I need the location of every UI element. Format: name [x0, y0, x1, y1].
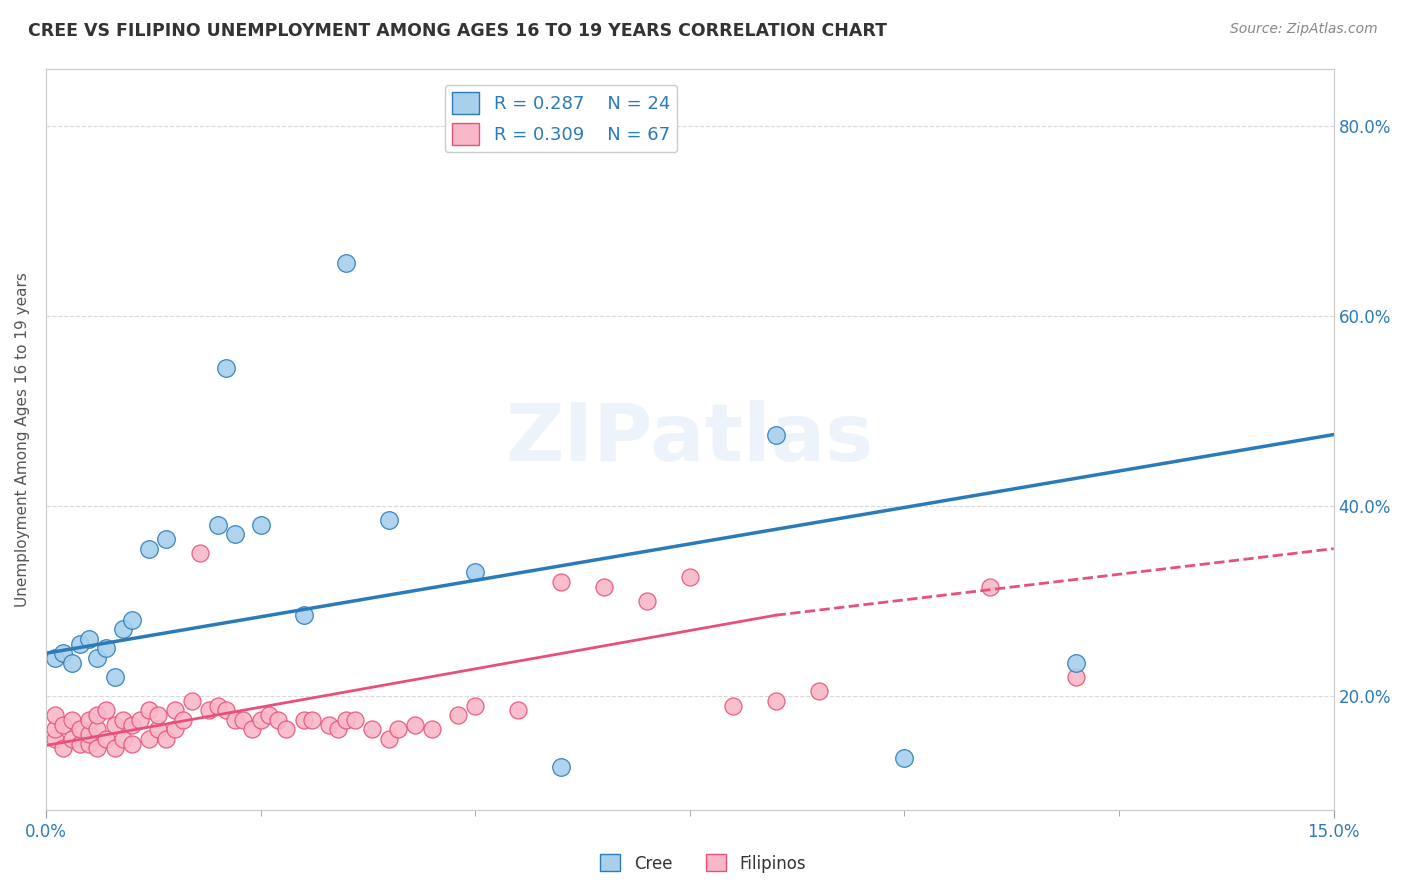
Point — [636, 594, 658, 608]
Point — [215, 361, 238, 376]
Point — [326, 723, 349, 737]
Point — [155, 532, 177, 546]
Point — [138, 541, 160, 556]
Point — [420, 723, 443, 737]
Point — [121, 613, 143, 627]
Point — [378, 513, 401, 527]
Point — [112, 731, 135, 746]
Point — [146, 708, 169, 723]
Point — [550, 760, 572, 774]
Point — [550, 574, 572, 589]
Point — [86, 723, 108, 737]
Point — [138, 731, 160, 746]
Point — [1064, 656, 1087, 670]
Point — [112, 623, 135, 637]
Point — [44, 651, 66, 665]
Point — [69, 637, 91, 651]
Point — [155, 731, 177, 746]
Point — [104, 741, 127, 756]
Point — [404, 717, 426, 731]
Point — [77, 737, 100, 751]
Y-axis label: Unemployment Among Ages 16 to 19 years: Unemployment Among Ages 16 to 19 years — [15, 272, 30, 607]
Point — [52, 646, 75, 660]
Point — [207, 698, 229, 713]
Text: ZIPatlas: ZIPatlas — [506, 401, 875, 478]
Point — [86, 741, 108, 756]
Point — [44, 731, 66, 746]
Point — [447, 708, 470, 723]
Point — [508, 703, 530, 717]
Point — [86, 651, 108, 665]
Point — [207, 517, 229, 532]
Point — [343, 713, 366, 727]
Point — [172, 713, 194, 727]
Point — [301, 713, 323, 727]
Point — [1064, 670, 1087, 684]
Point — [224, 527, 246, 541]
Point — [765, 427, 787, 442]
Point — [190, 546, 212, 560]
Point — [249, 713, 271, 727]
Point — [86, 708, 108, 723]
Point — [215, 703, 238, 717]
Point — [77, 727, 100, 741]
Point — [112, 713, 135, 727]
Point — [77, 713, 100, 727]
Point — [361, 723, 384, 737]
Point — [69, 723, 91, 737]
Point — [276, 723, 298, 737]
Point — [318, 717, 340, 731]
Point — [163, 723, 186, 737]
Text: Source: ZipAtlas.com: Source: ZipAtlas.com — [1230, 22, 1378, 37]
Point — [198, 703, 221, 717]
Point — [104, 717, 127, 731]
Point — [807, 684, 830, 698]
Point — [69, 737, 91, 751]
Point — [335, 713, 357, 727]
Point — [979, 580, 1001, 594]
Point — [94, 703, 117, 717]
Legend: R = 0.287    N = 24, R = 0.309    N = 67: R = 0.287 N = 24, R = 0.309 N = 67 — [444, 85, 678, 153]
Point — [104, 670, 127, 684]
Point — [60, 731, 83, 746]
Point — [77, 632, 100, 646]
Point — [44, 723, 66, 737]
Point — [335, 256, 357, 270]
Point — [94, 731, 117, 746]
Point — [121, 717, 143, 731]
Point — [94, 641, 117, 656]
Point — [257, 708, 280, 723]
Point — [60, 656, 83, 670]
Point — [593, 580, 616, 594]
Text: CREE VS FILIPINO UNEMPLOYMENT AMONG AGES 16 TO 19 YEARS CORRELATION CHART: CREE VS FILIPINO UNEMPLOYMENT AMONG AGES… — [28, 22, 887, 40]
Point — [121, 737, 143, 751]
Point — [52, 717, 75, 731]
Point — [679, 570, 702, 584]
Point — [138, 703, 160, 717]
Point — [721, 698, 744, 713]
Point — [267, 713, 290, 727]
Point — [180, 694, 202, 708]
Point — [464, 698, 486, 713]
Point — [240, 723, 263, 737]
Point — [129, 713, 152, 727]
Point — [60, 713, 83, 727]
Point — [292, 608, 315, 623]
Point — [249, 517, 271, 532]
Point — [292, 713, 315, 727]
Point — [224, 713, 246, 727]
Legend: Cree, Filipinos: Cree, Filipinos — [593, 847, 813, 880]
Point — [52, 741, 75, 756]
Point — [464, 566, 486, 580]
Point — [232, 713, 254, 727]
Point — [378, 731, 401, 746]
Point — [387, 723, 409, 737]
Point — [765, 694, 787, 708]
Point — [893, 751, 915, 765]
Point — [163, 703, 186, 717]
Point — [146, 723, 169, 737]
Point — [44, 708, 66, 723]
